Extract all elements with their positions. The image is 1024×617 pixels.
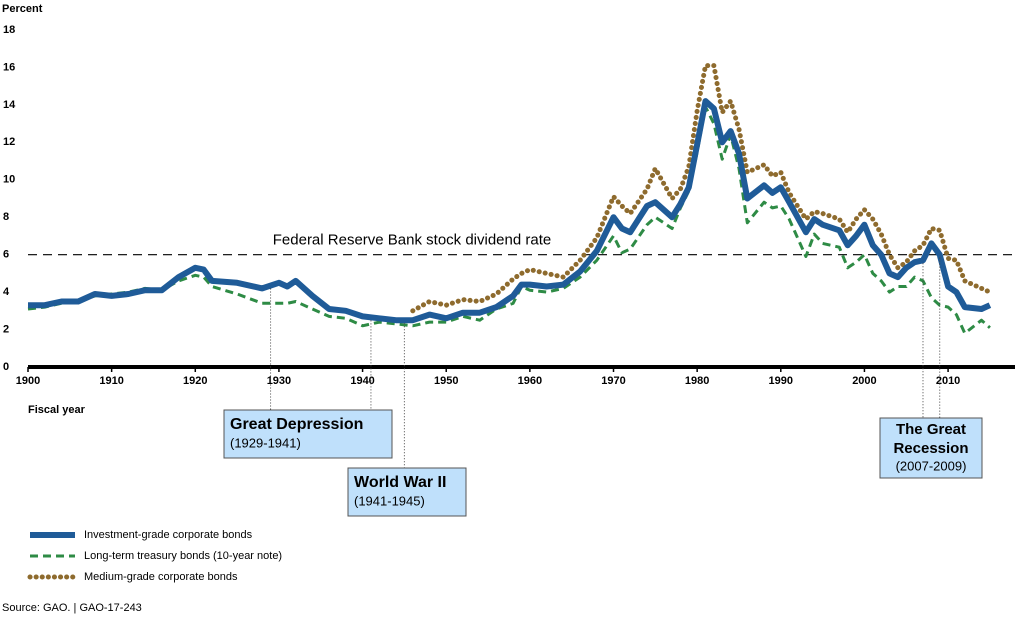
x-tick-label: 1980 (685, 375, 709, 387)
x-tick-label: 1950 (434, 375, 458, 387)
x-tick-label: 1920 (183, 375, 207, 387)
x-tick-label: 1900 (16, 375, 40, 387)
annotation-subtitle: (1941-1945) (354, 493, 425, 508)
annotation-box (879, 417, 983, 479)
x-tick-label: 1930 (267, 375, 291, 387)
x-tick-label: 1940 (350, 375, 374, 387)
x-axis-label: Fiscal year (28, 404, 86, 416)
x-tick-label: 1990 (769, 375, 793, 387)
annotation-box (347, 467, 467, 517)
annotation-title: Great Depression (230, 416, 363, 433)
x-tick-label: 2000 (852, 375, 876, 387)
annotation-box (223, 409, 393, 459)
legend-label: Investment-grade corporate bonds (84, 529, 253, 541)
legend-label: Long-term treasury bonds (10-year note) (84, 550, 282, 562)
y-tick-label: 16 (3, 61, 15, 73)
y-tick-label: 8 (3, 211, 9, 223)
x-tick-label: 1960 (518, 375, 542, 387)
x-tick-label: 1910 (99, 375, 123, 387)
annotation-subtitle: (1929-1941) (230, 435, 301, 450)
reference-label: Federal Reserve Bank stock dividend rate (273, 232, 551, 249)
y-tick-label: 14 (3, 99, 16, 111)
annotation-subtitle: (2007-2009) (896, 458, 967, 473)
y-tick-label: 18 (3, 24, 15, 36)
annotation-title-line: The Great (896, 421, 966, 438)
series-line (410, 63, 993, 314)
y-tick-label: 6 (3, 249, 9, 261)
y-tick-label: 12 (3, 136, 15, 148)
x-tick-label: 1970 (601, 375, 625, 387)
source: Source: GAO. | GAO-17-243 (2, 602, 142, 614)
y-axis-label: Percent (2, 3, 43, 15)
annotation-title: The Great Recession (893, 421, 968, 457)
series-line (28, 98, 992, 324)
annotation-title: World War II (354, 474, 446, 491)
y-tick-label: 10 (3, 174, 15, 186)
series-line (27, 105, 991, 335)
x-tick-label: 2010 (936, 375, 960, 387)
y-tick-label: 2 (3, 323, 9, 335)
y-tick-label: 0 (3, 361, 9, 373)
annotation-title-line: Recession (893, 440, 968, 457)
legend-label: Medium-grade corporate bonds (84, 571, 238, 583)
y-tick-label: 4 (3, 286, 10, 298)
